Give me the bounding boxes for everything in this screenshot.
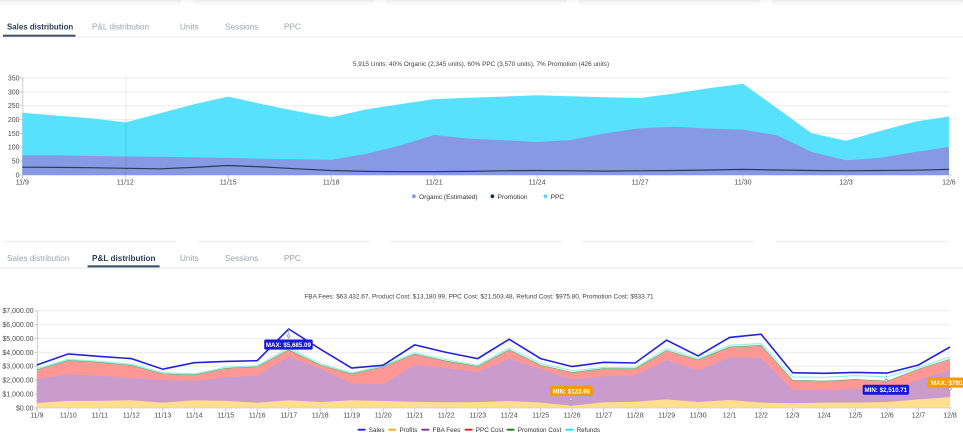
svg-text:11/16: 11/16: [249, 413, 266, 420]
svg-text:11/22: 11/22: [438, 413, 455, 420]
svg-text:50: 50: [12, 159, 20, 166]
svg-text:11/24: 11/24: [501, 413, 518, 420]
svg-text:200: 200: [8, 117, 20, 124]
svg-text:Sessions: Sessions: [225, 22, 258, 31]
svg-text:12/6: 12/6: [942, 180, 956, 187]
svg-text:11/19: 11/19: [343, 413, 360, 420]
svg-text:11/20: 11/20: [375, 413, 392, 420]
svg-text:P&L distribution: P&L distribution: [92, 254, 156, 263]
svg-text:FBA Fees: $63,432.67, Product: FBA Fees: $63,432.67, Product Cost: $13,…: [304, 293, 654, 300]
svg-text:11/15: 11/15: [220, 180, 237, 187]
svg-text:PPC Cost: PPC Cost: [476, 427, 504, 434]
svg-text:300: 300: [8, 89, 20, 96]
svg-text:150: 150: [8, 131, 20, 138]
svg-text:P&L distribution: P&L distribution: [92, 22, 149, 31]
svg-text:11/21: 11/21: [426, 180, 443, 187]
svg-text:11/30: 11/30: [735, 180, 752, 187]
svg-text:12/3: 12/3: [786, 413, 800, 420]
svg-text:0: 0: [16, 172, 20, 179]
svg-text:12/8: 12/8: [943, 413, 957, 420]
svg-text:Refunds: Refunds: [577, 427, 600, 434]
svg-text:MIN: $123.96: MIN: $123.96: [553, 388, 591, 395]
svg-text:Sales distribution: Sales distribution: [7, 254, 70, 263]
svg-text:Profits: Profits: [400, 427, 418, 434]
svg-text:11/29: 11/29: [658, 413, 675, 420]
svg-text:Promotion: Promotion: [498, 194, 528, 201]
svg-text:250: 250: [8, 103, 20, 110]
svg-text:5,915 Units: 40% Organic (2,34: 5,915 Units: 40% Organic (2,345 units), …: [353, 61, 609, 68]
svg-text:11/27: 11/27: [595, 413, 612, 420]
svg-text:11/24: 11/24: [529, 180, 546, 187]
svg-text:100: 100: [8, 145, 20, 152]
svg-text:12/1: 12/1: [723, 413, 737, 420]
svg-text:Sales: Sales: [369, 427, 385, 434]
svg-text:11/9: 11/9: [16, 180, 29, 187]
svg-text:12/7: 12/7: [912, 413, 926, 420]
svg-text:11/27: 11/27: [632, 180, 649, 187]
svg-text:11/10: 11/10: [60, 413, 77, 420]
svg-text:$6,000.00: $6,000.00: [2, 322, 33, 329]
svg-text:11/21: 11/21: [406, 413, 423, 420]
svg-text:PPC: PPC: [284, 254, 301, 263]
svg-text:12/2: 12/2: [754, 413, 768, 420]
svg-text:PPC: PPC: [551, 194, 565, 201]
svg-text:MAX: $5,685.09: MAX: $5,685.09: [266, 342, 312, 349]
svg-text:Sessions: Sessions: [225, 254, 258, 263]
svg-text:Units: Units: [180, 254, 199, 263]
svg-text:350: 350: [8, 75, 20, 82]
svg-text:11/9: 11/9: [30, 413, 43, 420]
svg-text:Units: Units: [180, 22, 199, 31]
svg-text:MIN: $2,510.71: MIN: $2,510.71: [864, 387, 907, 394]
svg-text:12/6: 12/6: [880, 413, 894, 420]
svg-text:MAX: $780.55: MAX: $780.55: [931, 380, 963, 387]
svg-text:$2,000.00: $2,000.00: [2, 378, 33, 385]
svg-text:11/18: 11/18: [323, 180, 340, 187]
svg-text:11/18: 11/18: [312, 413, 329, 420]
svg-text:11/28: 11/28: [627, 413, 644, 420]
svg-text:11/30: 11/30: [690, 413, 707, 420]
svg-text:12/5: 12/5: [849, 413, 863, 420]
svg-text:11/12: 11/12: [117, 180, 134, 187]
svg-text:$5,000.00: $5,000.00: [2, 336, 33, 343]
svg-text:11/14: 11/14: [186, 413, 203, 420]
svg-text:Sales distribution: Sales distribution: [7, 22, 73, 31]
svg-text:Organic (Estimated): Organic (Estimated): [419, 194, 478, 201]
svg-text:11/12: 11/12: [123, 413, 140, 420]
svg-text:$7,000.00: $7,000.00: [2, 308, 33, 315]
svg-text:11/15: 11/15: [217, 413, 234, 420]
svg-text:11/23: 11/23: [469, 413, 486, 420]
svg-text:$3,000.00: $3,000.00: [2, 364, 33, 371]
svg-text:12/4: 12/4: [817, 413, 831, 420]
svg-text:11/25: 11/25: [532, 413, 549, 420]
svg-text:Promotion Cost: Promotion Cost: [518, 427, 562, 434]
svg-text:$1,000.00: $1,000.00: [2, 391, 33, 398]
svg-text:11/17: 11/17: [280, 413, 297, 420]
svg-text:11/11: 11/11: [92, 413, 109, 420]
svg-text:$4,000.00: $4,000.00: [2, 350, 33, 357]
svg-text:PPC: PPC: [284, 22, 301, 31]
svg-text:11/26: 11/26: [564, 413, 581, 420]
svg-text:11/13: 11/13: [154, 413, 171, 420]
svg-text:FBA Fees: FBA Fees: [433, 427, 461, 434]
svg-text:$0.00: $0.00: [16, 405, 34, 412]
svg-text:12/3: 12/3: [839, 180, 853, 187]
